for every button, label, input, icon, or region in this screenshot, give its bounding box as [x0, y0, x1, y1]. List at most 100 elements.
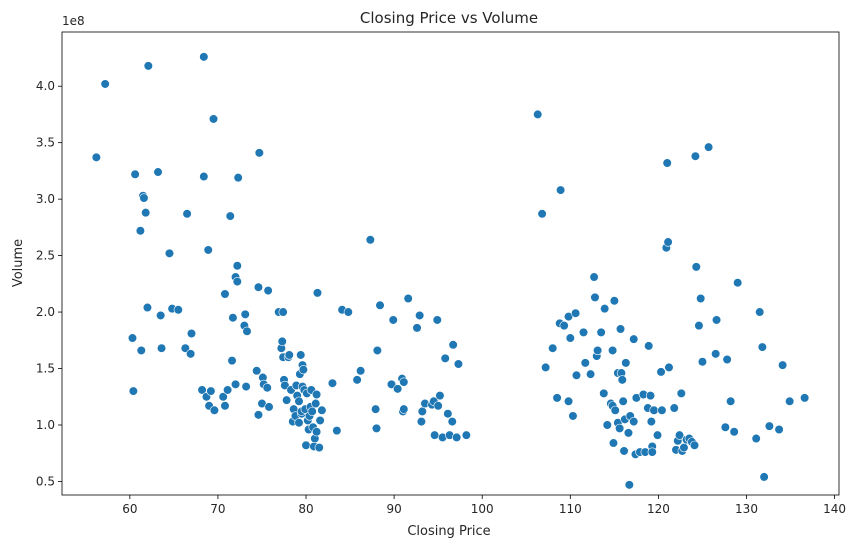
data-point — [690, 151, 701, 161]
data-point — [294, 396, 304, 406]
data-point — [186, 328, 197, 339]
data-point — [600, 304, 610, 314]
data-point — [691, 262, 701, 272]
data-point — [232, 276, 242, 287]
x-tick-label: 130 — [735, 502, 758, 516]
x-tick-label: 60 — [122, 502, 137, 516]
data-point — [751, 433, 761, 444]
data-point — [596, 327, 606, 337]
data-point — [621, 358, 631, 368]
data-point — [100, 79, 110, 89]
data-point — [228, 313, 238, 323]
data-point — [559, 321, 569, 331]
data-point — [263, 286, 273, 296]
data-point — [284, 350, 294, 360]
data-point — [585, 369, 596, 379]
data-point — [232, 261, 242, 271]
data-point — [619, 446, 629, 456]
data-point — [433, 401, 443, 411]
data-point — [91, 152, 101, 162]
data-point — [609, 296, 619, 306]
data-point — [755, 307, 765, 317]
data-point — [461, 430, 471, 440]
data-point — [173, 305, 183, 315]
data-point — [252, 366, 262, 376]
data-point — [800, 393, 810, 403]
plot-frame — [61, 31, 840, 496]
y-tick-label: 4.0 — [36, 79, 55, 93]
data-point — [136, 345, 146, 356]
data-point — [662, 158, 672, 168]
data-point — [452, 432, 462, 443]
data-point — [676, 388, 686, 398]
data-point — [294, 418, 304, 428]
data-point — [696, 293, 706, 304]
y-tick-label: 1.0 — [36, 418, 55, 432]
data-point — [711, 315, 722, 325]
y-axis-label: Volume — [11, 239, 26, 287]
data-point — [448, 340, 458, 350]
data-point — [440, 353, 450, 363]
data-point — [435, 391, 445, 401]
data-point — [143, 61, 153, 71]
data-point — [240, 309, 250, 319]
data-point — [679, 442, 689, 453]
data-point — [264, 402, 274, 412]
data-point — [128, 386, 138, 396]
data-point — [218, 392, 228, 402]
data-points — [91, 52, 810, 490]
data-point — [307, 406, 317, 417]
data-point — [610, 405, 620, 415]
data-point — [541, 362, 551, 372]
data-point — [580, 358, 590, 368]
data-point — [774, 424, 784, 435]
data-point — [327, 378, 338, 388]
data-point — [365, 235, 375, 245]
data-point — [778, 360, 788, 370]
data-point — [644, 341, 654, 351]
data-point — [645, 391, 656, 401]
data-point — [317, 405, 327, 415]
data-point — [312, 288, 323, 298]
data-point — [729, 427, 739, 437]
data-point — [127, 333, 138, 343]
data-point — [403, 293, 413, 304]
y-tick-label: 3.5 — [36, 136, 55, 150]
x-tick-label: 110 — [559, 502, 582, 516]
data-point — [220, 289, 230, 299]
data-point — [443, 409, 453, 419]
data-point — [669, 403, 679, 413]
data-point — [720, 422, 730, 432]
data-point — [135, 226, 146, 236]
data-point — [386, 379, 397, 389]
data-point — [617, 375, 627, 385]
data-point — [371, 423, 382, 433]
data-point — [399, 377, 409, 387]
data-point — [722, 354, 732, 365]
data-point — [311, 389, 322, 400]
x-axis: 60 70 80 90 100 110 120 130 140 — [122, 495, 846, 516]
data-point — [311, 427, 322, 437]
data-point — [182, 209, 192, 219]
data-point — [571, 370, 582, 380]
data-point — [199, 171, 209, 182]
data-point — [537, 209, 547, 219]
data-point — [343, 307, 353, 317]
y-offset-label: 1e8 — [62, 14, 85, 28]
data-point — [208, 114, 219, 124]
data-point — [233, 173, 243, 183]
data-point — [649, 405, 659, 415]
y-tick-label: 3.0 — [36, 192, 55, 206]
data-point — [141, 208, 151, 218]
data-point — [590, 292, 600, 302]
data-point — [253, 282, 264, 292]
data-point — [314, 442, 324, 453]
data-point — [629, 334, 639, 344]
data-point — [556, 185, 566, 195]
data-point — [552, 393, 562, 403]
data-point — [615, 423, 625, 433]
data-point — [388, 315, 398, 325]
data-point — [241, 381, 251, 392]
y-tick-label: 2.0 — [36, 305, 55, 319]
